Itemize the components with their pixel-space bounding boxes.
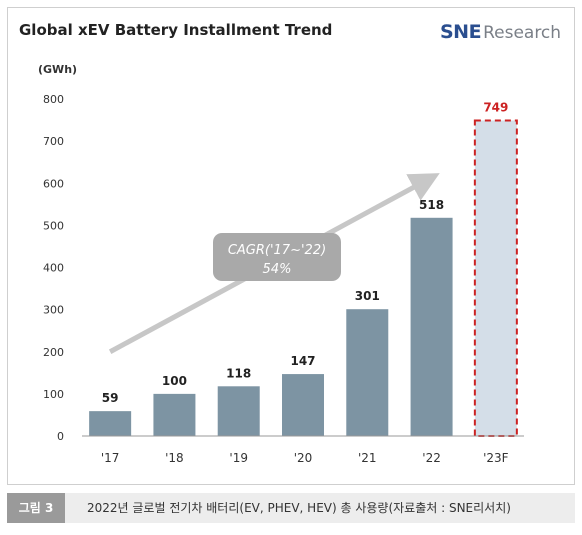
bar — [346, 309, 389, 436]
bar — [89, 411, 132, 436]
y-tick-label: 200 — [43, 346, 64, 359]
x-tick-label: '22 — [422, 451, 441, 465]
value-labels: 59 100 118 147 301 518 749 — [102, 100, 509, 405]
figure-caption-text: 2022년 글로벌 전기차 배터리(EV, PHEV, HEV) 총 사용량(자… — [87, 501, 511, 515]
x-tick-label: '23F — [483, 451, 509, 465]
bar-value-label: 118 — [226, 366, 251, 380]
x-axis-labels: '17 '18 '19 '20 '21 '22 '23F — [101, 451, 509, 465]
bar — [153, 393, 196, 436]
sne-research-logo: SNE Research — [440, 21, 561, 43]
chart-title: Global xEV Battery Installment Trend — [19, 21, 333, 39]
y-tick-label: 500 — [43, 219, 64, 232]
bar-chart: 0 100 200 300 400 500 600 700 800 '17 '18 '19 '20 '2… — [43, 93, 524, 465]
x-tick-label: '20 — [294, 451, 313, 465]
bar-value-label: 301 — [355, 289, 380, 303]
bar — [410, 217, 453, 436]
y-tick-label: 300 — [43, 304, 64, 317]
x-tick-label: '18 — [165, 451, 184, 465]
y-tick-label: 0 — [57, 430, 64, 443]
x-tick-label: '19 — [229, 451, 248, 465]
bar-value-label: 147 — [290, 354, 315, 368]
cagr-annotation-line2: 54% — [263, 262, 292, 277]
y-axis-unit-label: (GWh) — [38, 63, 78, 76]
y-tick-label: 600 — [43, 177, 64, 190]
logo-sne-text: SNE — [440, 21, 482, 43]
cagr-annotation: CAGR('17~'22) 54% — [213, 233, 341, 281]
y-tick-label: 400 — [43, 262, 64, 275]
bar-value-label: 59 — [102, 391, 119, 405]
cagr-annotation-box — [213, 233, 341, 281]
bar — [217, 386, 260, 436]
y-axis-ticks: 0 100 200 300 400 500 600 700 800 — [43, 93, 64, 443]
forecast-bar — [473, 119, 518, 437]
cagr-annotation-line1: CAGR('17~'22) — [228, 243, 326, 258]
logo-research-text: Research — [483, 23, 562, 43]
bar-value-label: 100 — [162, 374, 187, 388]
figure-number-tag: 그림 3 — [7, 493, 65, 523]
y-tick-label: 800 — [43, 93, 64, 106]
y-tick-label: 700 — [43, 135, 64, 148]
figure-caption: 그림 3 2022년 글로벌 전기차 배터리(EV, PHEV, HEV) 총 … — [7, 493, 575, 523]
bars-group — [89, 119, 518, 437]
bar-value-label: 749 — [483, 100, 508, 114]
y-tick-label: 100 — [43, 388, 64, 401]
x-tick-label: '17 — [101, 451, 120, 465]
x-tick-label: '21 — [358, 451, 377, 465]
bar — [282, 374, 324, 436]
bar-value-label: 518 — [419, 198, 444, 212]
